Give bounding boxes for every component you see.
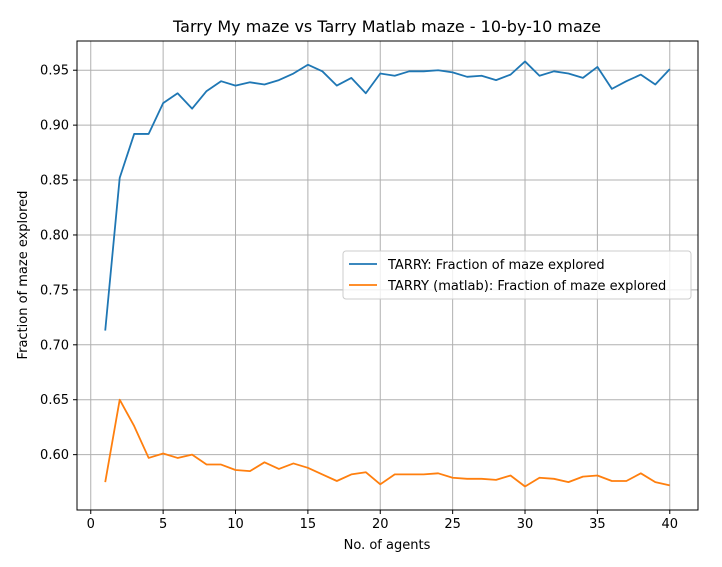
x-tick-label: 40: [661, 517, 678, 532]
y-tick-label: 0.85: [40, 174, 69, 189]
x-tick-label: 10: [227, 517, 244, 532]
y-tick-label: 0.95: [40, 64, 69, 79]
y-tick-label: 0.75: [40, 283, 69, 298]
x-tick-label: 35: [589, 517, 606, 532]
y-tick-label: 0.65: [40, 393, 69, 408]
chart-title: Tarry My maze vs Tarry Matlab maze - 10-…: [172, 17, 601, 36]
legend-entry: TARRY (matlab): Fraction of maze explore…: [387, 279, 666, 294]
x-tick-label: 0: [87, 517, 95, 532]
series-layer: [104, 60, 671, 488]
y-tick-label: 0.90: [40, 119, 69, 134]
ticks: 0 5 10 15 20 25 30 35 40 0.60 0.65 0.70 0.75 0.80 0.85…: [40, 64, 678, 532]
series-line: [104, 398, 670, 488]
grid: [77, 41, 698, 510]
x-tick-label: 15: [300, 517, 317, 532]
x-axis-title: No. of agents: [344, 538, 431, 553]
x-tick-label: 30: [517, 517, 534, 532]
legend-box: [342, 250, 692, 300]
y-tick-label: 0.80: [40, 228, 69, 243]
y-axis-title: Fraction of maze explored: [16, 191, 31, 360]
x-tick-label: 5: [159, 517, 167, 532]
y-tick-label: 0.60: [40, 448, 69, 463]
x-tick-label: 25: [444, 517, 461, 532]
x-tick-label: 20: [372, 517, 389, 532]
legend: TARRY: Fraction of maze explored TARRY (m…: [342, 250, 692, 300]
legend-entry: TARRY: Fraction of maze explored: [387, 258, 605, 273]
y-tick-label: 0.70: [40, 338, 69, 353]
plot-frame: [76, 40, 699, 511]
series-line: [104, 60, 671, 331]
